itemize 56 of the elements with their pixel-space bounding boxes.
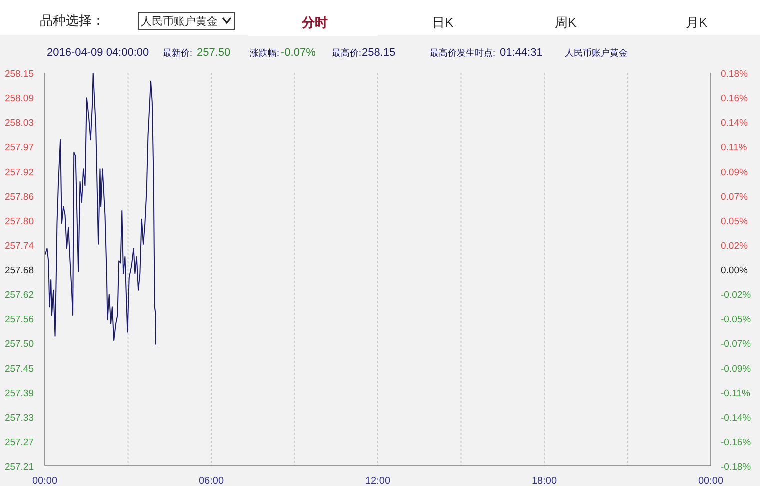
y-tick-label: 257.21 xyxy=(4,462,34,473)
text: -0.07% xyxy=(281,47,316,59)
x-tick-label: 18:00 xyxy=(532,476,558,486)
y-tick-label: 257.74 xyxy=(4,240,34,252)
y2-tick-label: -0.05% xyxy=(721,314,752,326)
y-tick-label: 257.33 xyxy=(4,412,34,424)
y2-tick-label: -0.09% xyxy=(721,364,752,375)
y-tick-label: 257.97 xyxy=(4,142,34,154)
y2-tick-label: -0.11% xyxy=(721,388,751,400)
y-tick-label: 257.45 xyxy=(4,364,34,375)
y2-tick-label: -0.16% xyxy=(721,437,752,448)
y-tick-label: 257.56 xyxy=(4,314,34,326)
text: 2016-04-09 04:00:00 xyxy=(47,47,150,59)
x-tick-label: 12:00 xyxy=(365,476,391,486)
y2-tick-label: -0.18% xyxy=(721,462,752,473)
text: 日K xyxy=(432,14,454,32)
text: 01:44:31 xyxy=(500,47,543,59)
y-tick-label: 257.50 xyxy=(4,339,34,350)
text: 月K xyxy=(686,14,708,32)
text: 257.50 xyxy=(197,47,231,59)
text: 分时 xyxy=(302,14,328,32)
y2-tick-label: -0.14% xyxy=(721,412,752,424)
y2-tick-label: 0.07% xyxy=(721,192,748,203)
x-tick-label: 00:00 xyxy=(698,476,724,486)
text: 品种选择： xyxy=(40,12,105,30)
text: 涨跌幅: xyxy=(250,47,280,60)
y2-tick-label: 0.16% xyxy=(721,94,748,105)
y-tick-label: 258.15 xyxy=(4,69,34,80)
text: 最高价: xyxy=(332,47,362,60)
y-tick-label: 257.68 xyxy=(4,266,34,276)
y2-tick-label: -0.02% xyxy=(721,290,752,302)
y2-tick-label: 0.09% xyxy=(721,167,748,178)
y2-tick-label: 0.00% xyxy=(721,266,748,276)
text: 人民币账户黄金 xyxy=(565,47,628,60)
x-tick-label: 00:00 xyxy=(32,476,58,486)
y2-tick-label: -0.07% xyxy=(721,339,752,350)
y2-tick-label: 0.14% xyxy=(721,118,748,130)
y2-tick-label: 0.18% xyxy=(721,69,748,80)
text: 最新价: xyxy=(163,47,193,60)
text: 258.15 xyxy=(362,47,396,59)
y2-tick-label: 0.05% xyxy=(721,216,748,228)
x-tick-label: 06:00 xyxy=(198,476,224,486)
y-tick-label: 257.86 xyxy=(4,192,34,203)
text: 最高价发生时点: xyxy=(430,47,496,60)
y-tick-label: 257.39 xyxy=(4,388,34,400)
y-tick-label: 257.80 xyxy=(4,216,34,228)
y-tick-label: 257.27 xyxy=(4,437,34,448)
y-tick-label: 258.03 xyxy=(4,118,34,130)
text: 周K xyxy=(555,14,577,32)
y2-tick-label: 0.02% xyxy=(721,240,748,252)
line-series xyxy=(45,73,156,346)
y2-tick-label: 0.11% xyxy=(721,142,748,154)
text: 人民币账户黄金 xyxy=(141,14,218,28)
y-tick-label: 257.62 xyxy=(4,290,34,302)
y-tick-label: 258.09 xyxy=(4,94,34,105)
y-tick-label: 257.92 xyxy=(4,167,34,178)
